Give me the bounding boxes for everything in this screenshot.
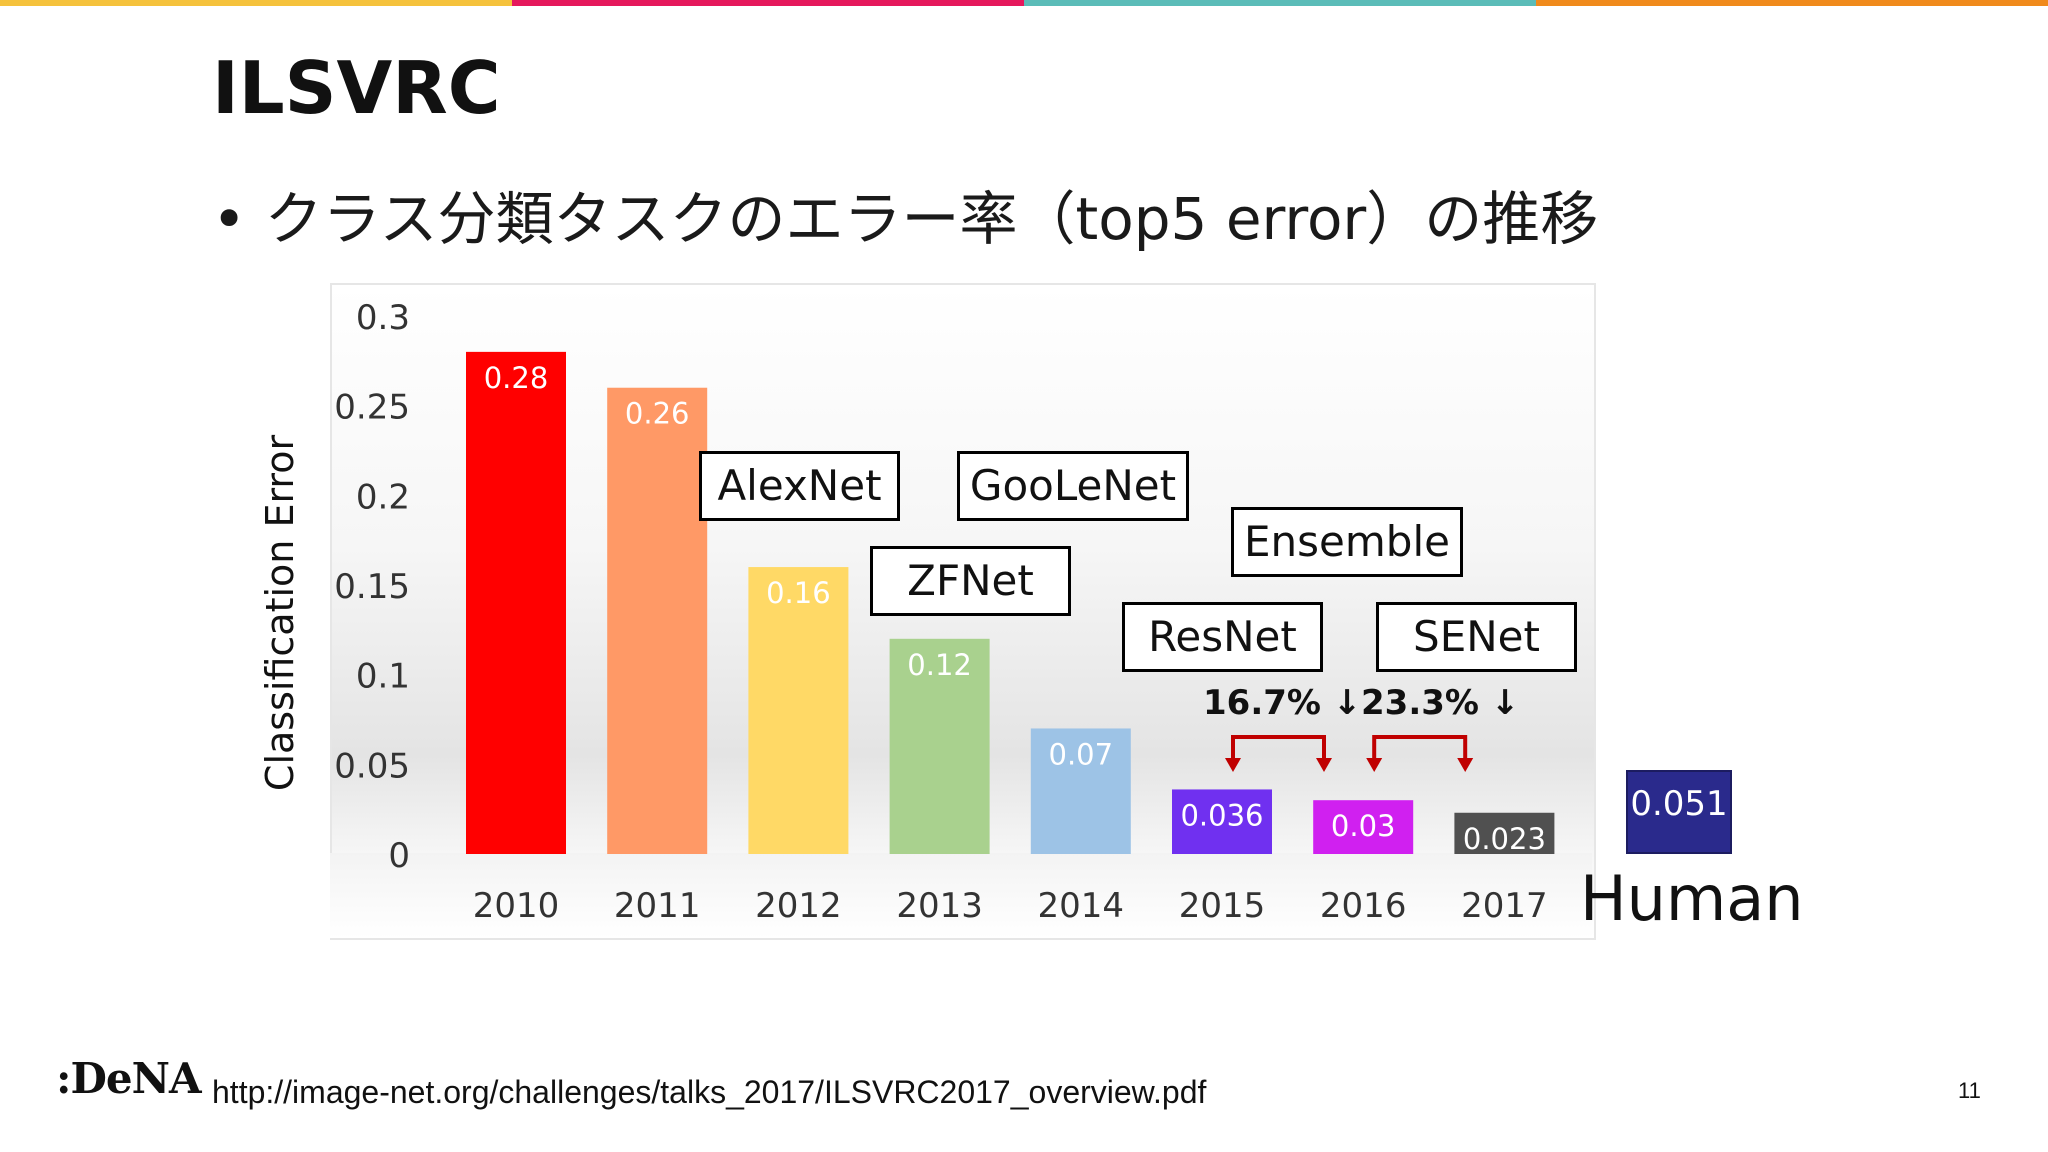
- top-bar-segment: [0, 0, 512, 6]
- reduction-bracket-2016-arrowhead: [1316, 758, 1332, 772]
- annotation-senet: SENet: [1376, 602, 1577, 672]
- slide-bullet: • クラス分類タスクのエラー率（top5 error）の推移: [212, 185, 1599, 253]
- slide-title: ILSVRC: [212, 46, 501, 130]
- annotation-resnet: ResNet: [1122, 602, 1323, 672]
- bar-2017: [1454, 812, 1555, 854]
- y-tick-label: 0.2: [356, 477, 410, 517]
- x-tick-label: 2013: [896, 886, 983, 926]
- bar-2012: [748, 567, 849, 854]
- y-tick-label: 0.05: [334, 746, 410, 786]
- y-tick-label: 0.25: [334, 388, 410, 428]
- bar-2010: [466, 351, 566, 854]
- bar-2013: [889, 638, 990, 854]
- x-tick-label: 2015: [1179, 886, 1266, 926]
- annotation-ensemble: Ensemble: [1231, 507, 1463, 577]
- human-value-box: 0.051: [1626, 770, 1732, 854]
- bar-value-label: 0.28: [484, 361, 549, 395]
- bar-2011: [607, 387, 708, 854]
- y-tick-label: 0: [388, 836, 410, 876]
- annotation-alexnet: AlexNet: [699, 451, 900, 521]
- bar-2015: [1172, 789, 1272, 854]
- x-tick-label: 2010: [473, 886, 560, 926]
- human-label: Human: [1580, 862, 1804, 935]
- annotation-zfnet: ZFNet: [870, 546, 1071, 616]
- y-tick-label: 0.15: [334, 567, 410, 607]
- y-tick-label: 0.1: [356, 657, 410, 697]
- top-bar-segment: [512, 0, 1024, 6]
- reduction-bracket-2017-arrowhead: [1457, 758, 1474, 772]
- chart-floor: [330, 853, 1592, 938]
- x-tick-label: 2014: [1038, 886, 1125, 926]
- reduction-bracket-2017: [1372, 735, 1468, 758]
- bar-value-label: 0.12: [907, 648, 972, 682]
- top-color-bar: [0, 0, 2048, 6]
- bar-2016: [1313, 800, 1414, 854]
- x-tick-label: 2017: [1461, 886, 1548, 926]
- reduction-bracket-2016-arrowhead: [1225, 758, 1241, 772]
- page-number: 11: [1958, 1078, 1981, 1103]
- bar-value-label: 0.023: [1463, 822, 1546, 856]
- reduction-bracket-2016: [1231, 735, 1326, 758]
- reduction-label-2016: 16.7% ↓: [1203, 683, 1362, 723]
- dena-logo: :DeNA: [56, 1054, 202, 1103]
- annotation-googlenet: GooLeNet: [957, 451, 1189, 521]
- bar-value-label: 0.036: [1180, 798, 1263, 832]
- x-tick-label: 2016: [1320, 886, 1407, 926]
- top-bar-segment: [1536, 0, 2048, 6]
- x-tick-label: 2012: [755, 886, 842, 926]
- bar-value-label: 0.03: [1331, 809, 1396, 843]
- source-url: http://image-net.org/challenges/talks_20…: [212, 1074, 1207, 1110]
- top-bar-segment: [1024, 0, 1536, 6]
- x-tick-label: 2011: [614, 886, 701, 926]
- bar-value-label: 0.26: [625, 397, 690, 431]
- reduction-bracket-2017-arrowhead: [1366, 758, 1383, 772]
- bar-value-label: 0.16: [766, 576, 831, 610]
- reduction-label-2017: 23.3% ↓: [1361, 683, 1520, 723]
- y-tick-label: 0.3: [356, 298, 410, 338]
- bar-value-label: 0.07: [1049, 737, 1114, 771]
- bar-2014: [1030, 728, 1131, 854]
